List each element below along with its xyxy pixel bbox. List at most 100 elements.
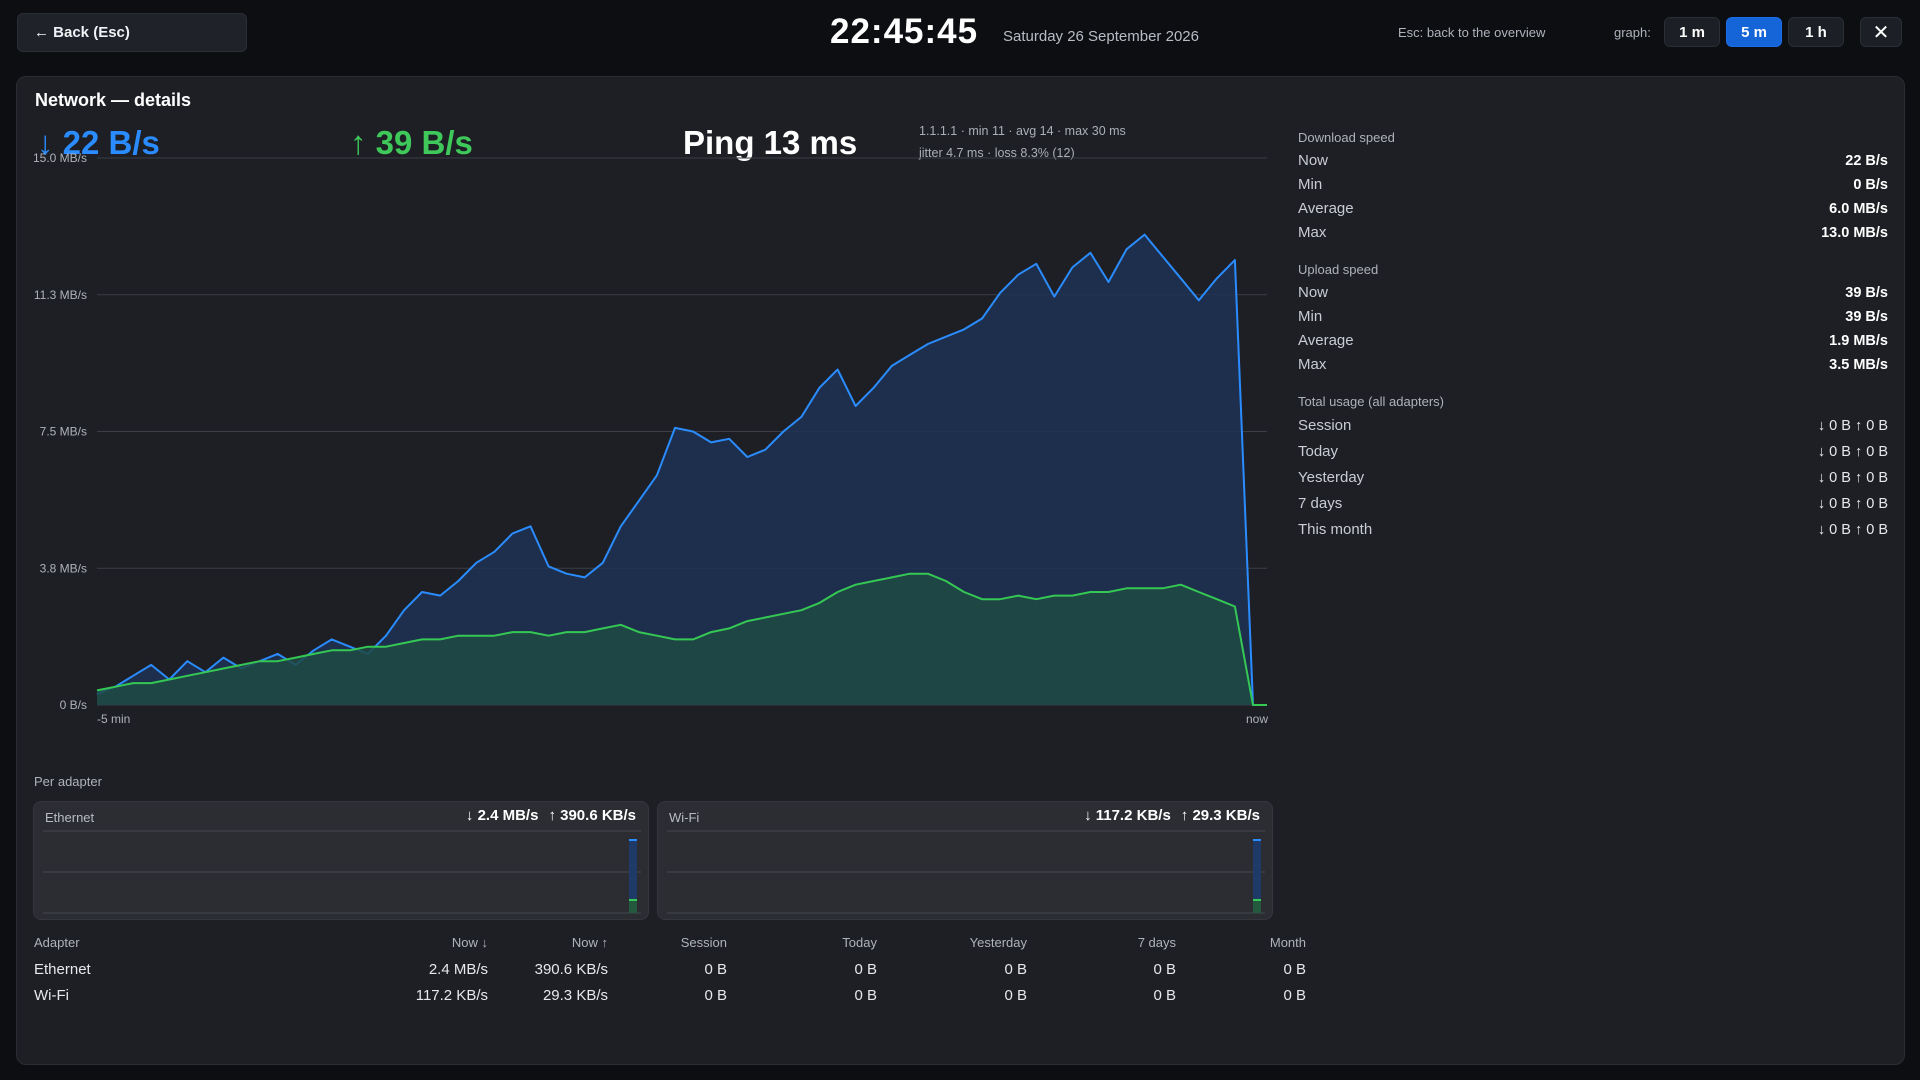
close-button[interactable]: ✕	[1860, 17, 1902, 47]
adapter-card-up: ↑ 29.3 KB/s	[1180, 807, 1260, 824]
series-area-1	[97, 573, 1267, 705]
date-label: Saturday 26 September 2026	[1003, 28, 1199, 45]
download-stats-title: Download speed	[1298, 130, 1395, 145]
panel-title: Network — details	[35, 90, 192, 110]
adapter-table: Adapter Now ↓ Now ↑ Session Today Yesterday 7 …	[34, 935, 1310, 1013]
range-1h-button[interactable]: 1 h	[1788, 17, 1844, 47]
stat-value: ↓ 0 B ↑ 0 B	[1817, 444, 1888, 460]
usage-stats-title: Total usage (all adapters)	[1298, 394, 1444, 409]
y-tick-label: 15.0 MB/s	[33, 151, 87, 165]
series-line-1	[96, 572, 1267, 706]
spark-download-bar	[1253, 840, 1261, 913]
usage-stat-row: Session ↓ 0 B ↑ 0 B	[1298, 413, 1888, 439]
upload-stat-row: Now 39 B/s	[1298, 281, 1888, 305]
table-cell: 0 B	[1004, 961, 1027, 978]
adapter-card-name: Ethernet	[45, 810, 95, 825]
stat-label: Max	[1298, 356, 1327, 373]
table-header-cell: Now ↓	[451, 935, 488, 950]
adapter-sparkline	[667, 830, 1265, 914]
ping-value: Ping 13 ms	[683, 124, 858, 161]
spark-download-bar	[629, 840, 637, 913]
table-header-cell: Yesterday	[969, 935, 1027, 950]
adapter-card-down: ↓ 2.4 MB/s	[465, 807, 539, 824]
adapter-card-up: ↑ 390.6 KB/s	[548, 807, 636, 824]
adapter-card-ethernet: Ethernet ↓ 2.4 MB/s ↑ 390.6 KB/s	[33, 801, 649, 920]
usage-stat-row: Today ↓ 0 B ↑ 0 B	[1298, 439, 1888, 465]
y-tick-label: 7.5 MB/s	[40, 425, 87, 439]
clock: 22:45:45	[830, 12, 979, 51]
stat-label: Today	[1298, 443, 1339, 460]
stat-label: Session	[1298, 417, 1352, 434]
upload-stats: Upload speed Now 39 B/s Min 39 B/s Average 1.…	[1298, 259, 1888, 377]
stat-value: 1.9 MB/s	[1829, 333, 1888, 349]
table-header-cell: Month	[1269, 935, 1306, 950]
table-header-cell: Adapter	[34, 935, 80, 950]
download-stat-row: Now 22 B/s	[1298, 149, 1888, 173]
upload-stat-row: Max 3.5 MB/s	[1298, 353, 1888, 377]
table-cell: 0 B	[1283, 961, 1306, 978]
table-header-cell: Now ↑	[571, 935, 608, 950]
spark-upload-bar	[1253, 900, 1261, 913]
upload-stat-row: Min 39 B/s	[1298, 305, 1888, 329]
download-stat-row: Max 13.0 MB/s	[1298, 221, 1888, 245]
stat-label: Yesterday	[1298, 469, 1365, 486]
stat-label: Min	[1298, 176, 1323, 193]
adapter-card-rates: ↓ 117.2 KB/s ↑ 29.3 KB/s	[1074, 807, 1260, 824]
table-header-cell: Session	[680, 935, 727, 950]
stat-value: 39 B/s	[1845, 285, 1888, 301]
stats-column: Download speed Now 22 B/s Min 0 B/s Average 6…	[1298, 127, 1888, 557]
stat-label: This month	[1298, 521, 1373, 538]
range-1m-button[interactable]: 1 m	[1664, 17, 1720, 47]
range-5m-button[interactable]: 5 m	[1726, 17, 1782, 47]
back-button[interactable]: ← Back (Esc)	[17, 13, 247, 52]
table-cell: Ethernet	[34, 961, 91, 978]
stat-label: Min	[1298, 308, 1323, 325]
spark-upload-bar	[629, 900, 637, 913]
table-cell: 0 B	[1283, 987, 1306, 1004]
table-header-row: Adapter Now ↓ Now ↑ Session Today Yesterday 7 …	[34, 935, 1310, 961]
table-cell: 0 B	[704, 961, 727, 978]
y-tick-label: 0 B/s	[60, 698, 87, 712]
table-cell: 0 B	[1153, 987, 1176, 1004]
stat-value: ↓ 0 B ↑ 0 B	[1817, 496, 1888, 512]
y-tick-label: 11.3 MB/s	[34, 288, 87, 302]
table-cell: 0 B	[704, 987, 727, 1004]
table-cell: 0 B	[1004, 987, 1027, 1004]
top-bar: ← Back (Esc) 22:45:45 Saturday 26 Septem…	[0, 0, 1920, 70]
ping-jitter-loss: jitter 4.7 ms · loss 8.3% (12)	[919, 146, 1075, 160]
stat-label: Average	[1298, 332, 1354, 349]
throughput-chart: 15.0 MB/s 11.3 MB/s 7.5 MB/s 3.8 MB/s 0 B/s-…	[33, 151, 1268, 726]
stat-label: Now	[1298, 152, 1329, 169]
adapter-card-name: Wi-Fi	[669, 810, 700, 825]
usage-stat-row: Yesterday ↓ 0 B ↑ 0 B	[1298, 465, 1888, 491]
upload-stats-title: Upload speed	[1298, 262, 1379, 277]
table-cell: Wi-Fi	[34, 987, 69, 1004]
stat-value: 22 B/s	[1845, 153, 1888, 169]
upload-stat-row: Average 1.9 MB/s	[1298, 329, 1888, 353]
table-cell: 0 B	[1153, 961, 1176, 978]
stat-label: Max	[1298, 224, 1327, 241]
table-cell: 390.6 KB/s	[534, 961, 608, 978]
table-cell: 2.4 MB/s	[428, 961, 488, 978]
table-cell: 0 B	[854, 961, 877, 978]
table-cell: 29.3 KB/s	[542, 987, 608, 1004]
stat-label: 7 days	[1298, 495, 1343, 512]
stat-value: ↓ 0 B ↑ 0 B	[1817, 522, 1888, 538]
table-header-cell: 7 days	[1137, 935, 1176, 950]
adapter-card-down: ↓ 117.2 KB/s	[1084, 807, 1171, 824]
adapter-card-wifi: Wi-Fi ↓ 117.2 KB/s ↑ 29.3 KB/s	[657, 801, 1273, 920]
download-stat-row: Min 0 B/s	[1298, 173, 1888, 197]
stat-value: 39 B/s	[1845, 309, 1888, 325]
download-stats: Download speed Now 22 B/s Min 0 B/s Average 6…	[1298, 127, 1888, 245]
download-stat-row: Average 6.0 MB/s	[1298, 197, 1888, 221]
adapter-card-rates: ↓ 2.4 MB/s ↑ 390.6 KB/s	[456, 807, 636, 824]
stat-value: 13.0 MB/s	[1821, 225, 1888, 241]
table-row: Ethernet 2.4 MB/s 390.6 KB/s 0 B 0 B 0 B 0 B 0 …	[34, 961, 1310, 987]
adapter-sparkline	[43, 830, 641, 914]
series-area-0	[97, 234, 1267, 705]
usage-stat-row: 7 days ↓ 0 B ↑ 0 B	[1298, 491, 1888, 517]
table-cell: 0 B	[854, 987, 877, 1004]
stat-label: Now	[1298, 284, 1329, 301]
upload-speed-now: ↑ 39 B/s	[350, 124, 473, 161]
stat-value: 6.0 MB/s	[1829, 201, 1888, 217]
